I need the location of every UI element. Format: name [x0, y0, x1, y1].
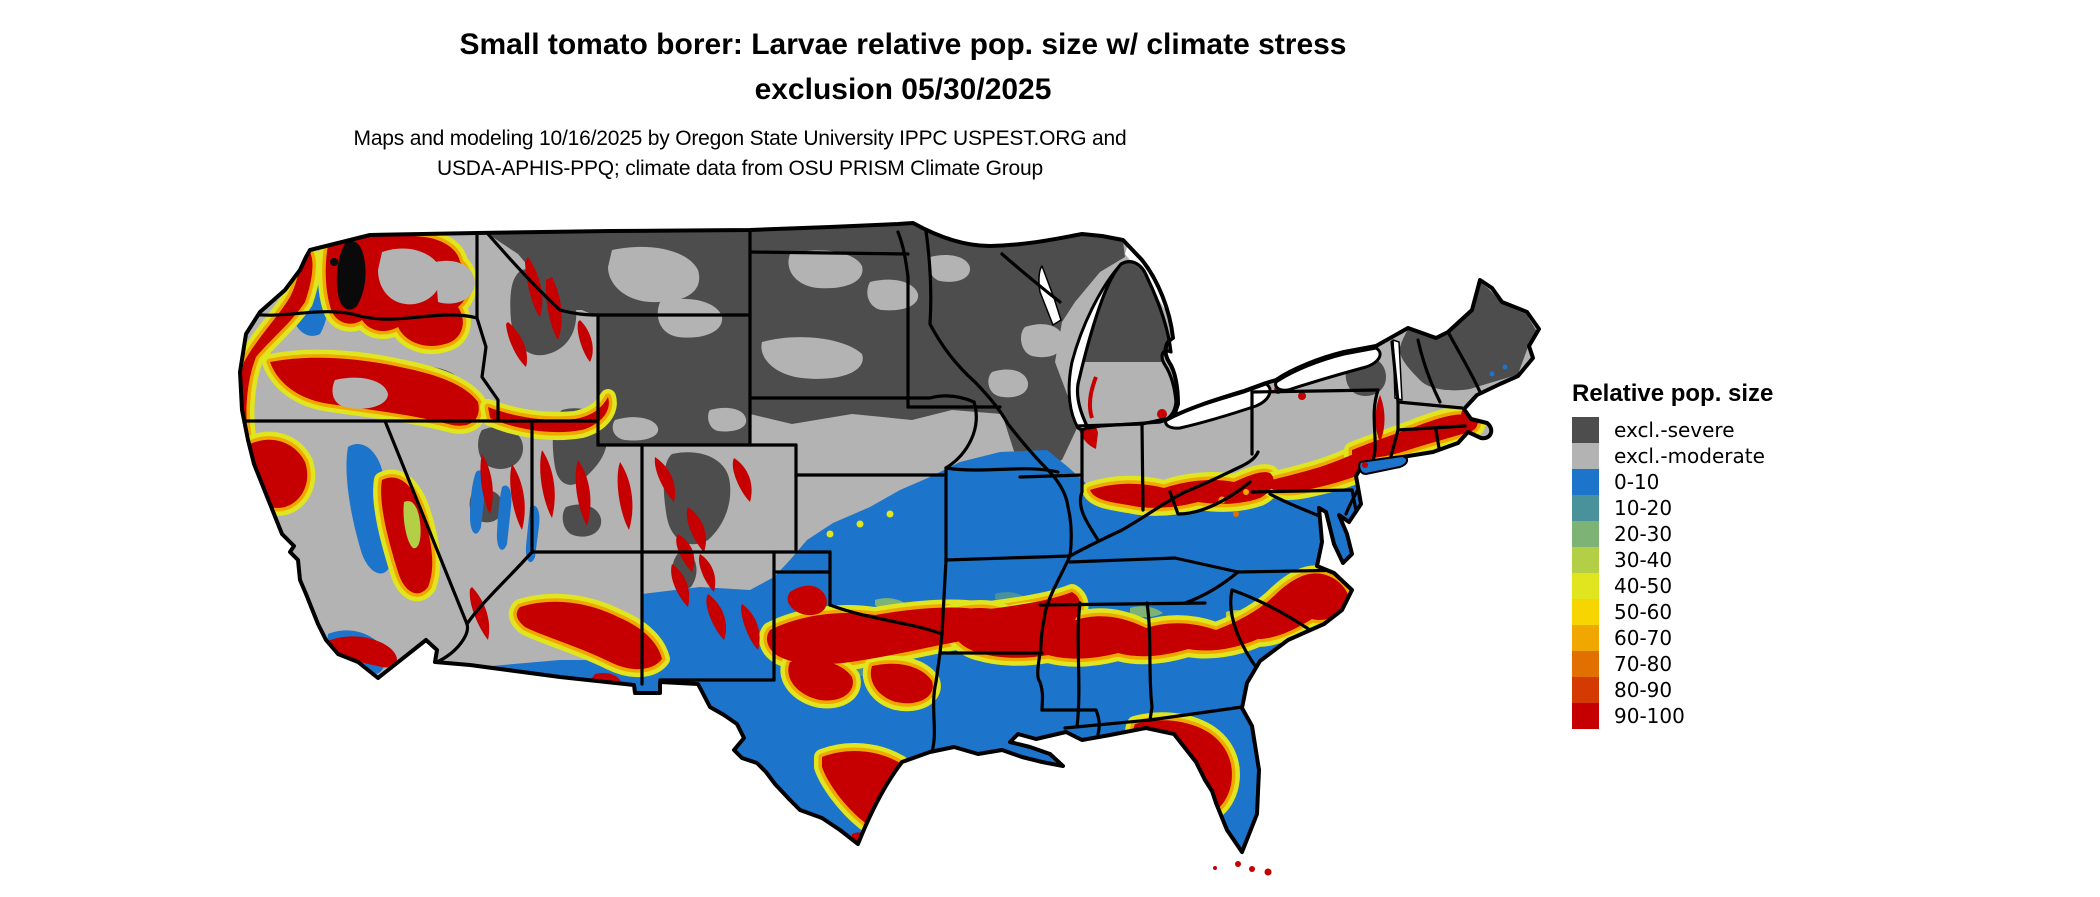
title-line-1: Small tomato borer: Larvae relative pop.…: [459, 28, 1347, 61]
legend-item-9: 70-80: [1572, 651, 1872, 677]
puget-sound: [336, 240, 366, 310]
legend-swatch-1: [1572, 443, 1599, 469]
legend-label-11: 90-100: [1614, 704, 1685, 728]
legend-item-11: 90-100: [1572, 703, 1872, 729]
legend-swatch-7: [1572, 599, 1599, 625]
puget-sound-inlet: [330, 258, 338, 266]
legend-item-0: excl.-severe: [1572, 417, 1872, 443]
legend-item-3: 10-20: [1572, 495, 1872, 521]
legend-label-5: 30-40: [1614, 548, 1673, 572]
legend-swatch-8: [1572, 625, 1599, 651]
islands: [1213, 454, 1408, 876]
page-title: Small tomato borer: Larvae relative pop.…: [203, 22, 1603, 112]
legend-label-8: 60-70: [1614, 626, 1673, 650]
plateau-holes: [332, 248, 475, 549]
legend-swatch-6: [1572, 573, 1599, 599]
state-borders: [240, 223, 1482, 754]
legend-swatch-2: [1572, 469, 1599, 495]
legend-label-0: excl.-severe: [1614, 418, 1735, 442]
legend-item-8: 60-70: [1572, 625, 1872, 651]
legend-swatch-11: [1572, 703, 1599, 729]
legend-label-10: 80-90: [1614, 678, 1673, 702]
legend-swatch-3: [1572, 495, 1599, 521]
legend-item-6: 40-50: [1572, 573, 1872, 599]
legend-label-1: excl.-moderate: [1614, 444, 1765, 468]
legend-label-3: 10-20: [1614, 496, 1673, 520]
map-figure: [230, 162, 1560, 892]
legend-label-6: 40-50: [1614, 574, 1673, 598]
legend-item-7: 50-60: [1572, 599, 1872, 625]
legend-item-10: 80-90: [1572, 677, 1872, 703]
texture-moderate-patches: [608, 246, 1263, 535]
legend-label-2: 0-10: [1614, 470, 1660, 494]
legend-swatch-10: [1572, 677, 1599, 703]
legend-swatch-5: [1572, 547, 1599, 573]
legend-label-4: 20-30: [1614, 522, 1673, 546]
legend-item-4: 20-30: [1572, 521, 1872, 547]
long-island: [1358, 454, 1408, 476]
page-subtitle: Maps and modeling 10/16/2025 by Oregon S…: [140, 124, 1340, 184]
title-line-2: exclusion 05/30/2025: [754, 73, 1052, 106]
legend-swatch-0: [1572, 417, 1599, 443]
legend: Relative pop. size excl.-severe excl.-mod…: [1572, 380, 1872, 729]
legend-label-7: 50-60: [1614, 600, 1673, 624]
florida-keys: [1235, 861, 1241, 867]
legend-item-1: excl.-moderate: [1572, 443, 1872, 469]
subtitle-line-1: Maps and modeling 10/16/2025 by Oregon S…: [353, 127, 1127, 150]
conus-map: [238, 221, 1541, 876]
legend-swatch-4: [1572, 521, 1599, 547]
legend-label-9: 70-80: [1614, 652, 1673, 676]
legend-title: Relative pop. size: [1572, 380, 1774, 407]
legend-item-2: 0-10: [1572, 469, 1872, 495]
legend-items: excl.-severe excl.-moderate 0-10 10-20 20-30…: [1572, 417, 1872, 729]
legend-swatch-9: [1572, 651, 1599, 677]
subtitle-line-2: USDA-APHIS-PPQ; climate data from OSU PR…: [437, 157, 1043, 180]
legend-item-5: 30-40: [1572, 547, 1872, 573]
